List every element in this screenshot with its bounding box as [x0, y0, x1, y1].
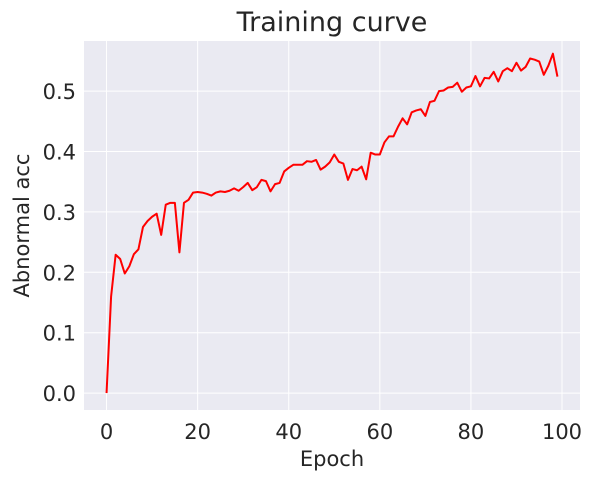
- x-tick-label: 20: [184, 420, 211, 444]
- y-tick-label: 0.5: [43, 80, 76, 104]
- plot-area: [84, 41, 580, 410]
- y-tick-label: 0.0: [43, 382, 76, 406]
- x-tick-label: 40: [275, 420, 302, 444]
- series-line: [105, 52, 559, 394]
- chart-title: Training curve: [236, 7, 428, 38]
- series-layer: [105, 52, 559, 394]
- grid: [84, 41, 580, 410]
- x-axis: 0 20 40 60 80 100: [100, 420, 582, 444]
- x-axis-label: Epoch: [300, 447, 364, 471]
- x-tick-label: 60: [366, 420, 393, 444]
- y-tick-label: 0.4: [43, 141, 76, 165]
- y-tick-label: 0.2: [43, 261, 76, 285]
- y-axis: 0.0 0.1 0.2 0.3 0.4 0.5: [43, 80, 76, 406]
- y-axis-label: Abnormal acc: [10, 154, 34, 298]
- y-tick-label: 0.3: [43, 201, 76, 225]
- x-tick-label: 100: [542, 420, 582, 444]
- x-tick-label: 0: [100, 420, 113, 444]
- x-tick-label: 80: [458, 420, 485, 444]
- y-tick-label: 0.1: [43, 322, 76, 346]
